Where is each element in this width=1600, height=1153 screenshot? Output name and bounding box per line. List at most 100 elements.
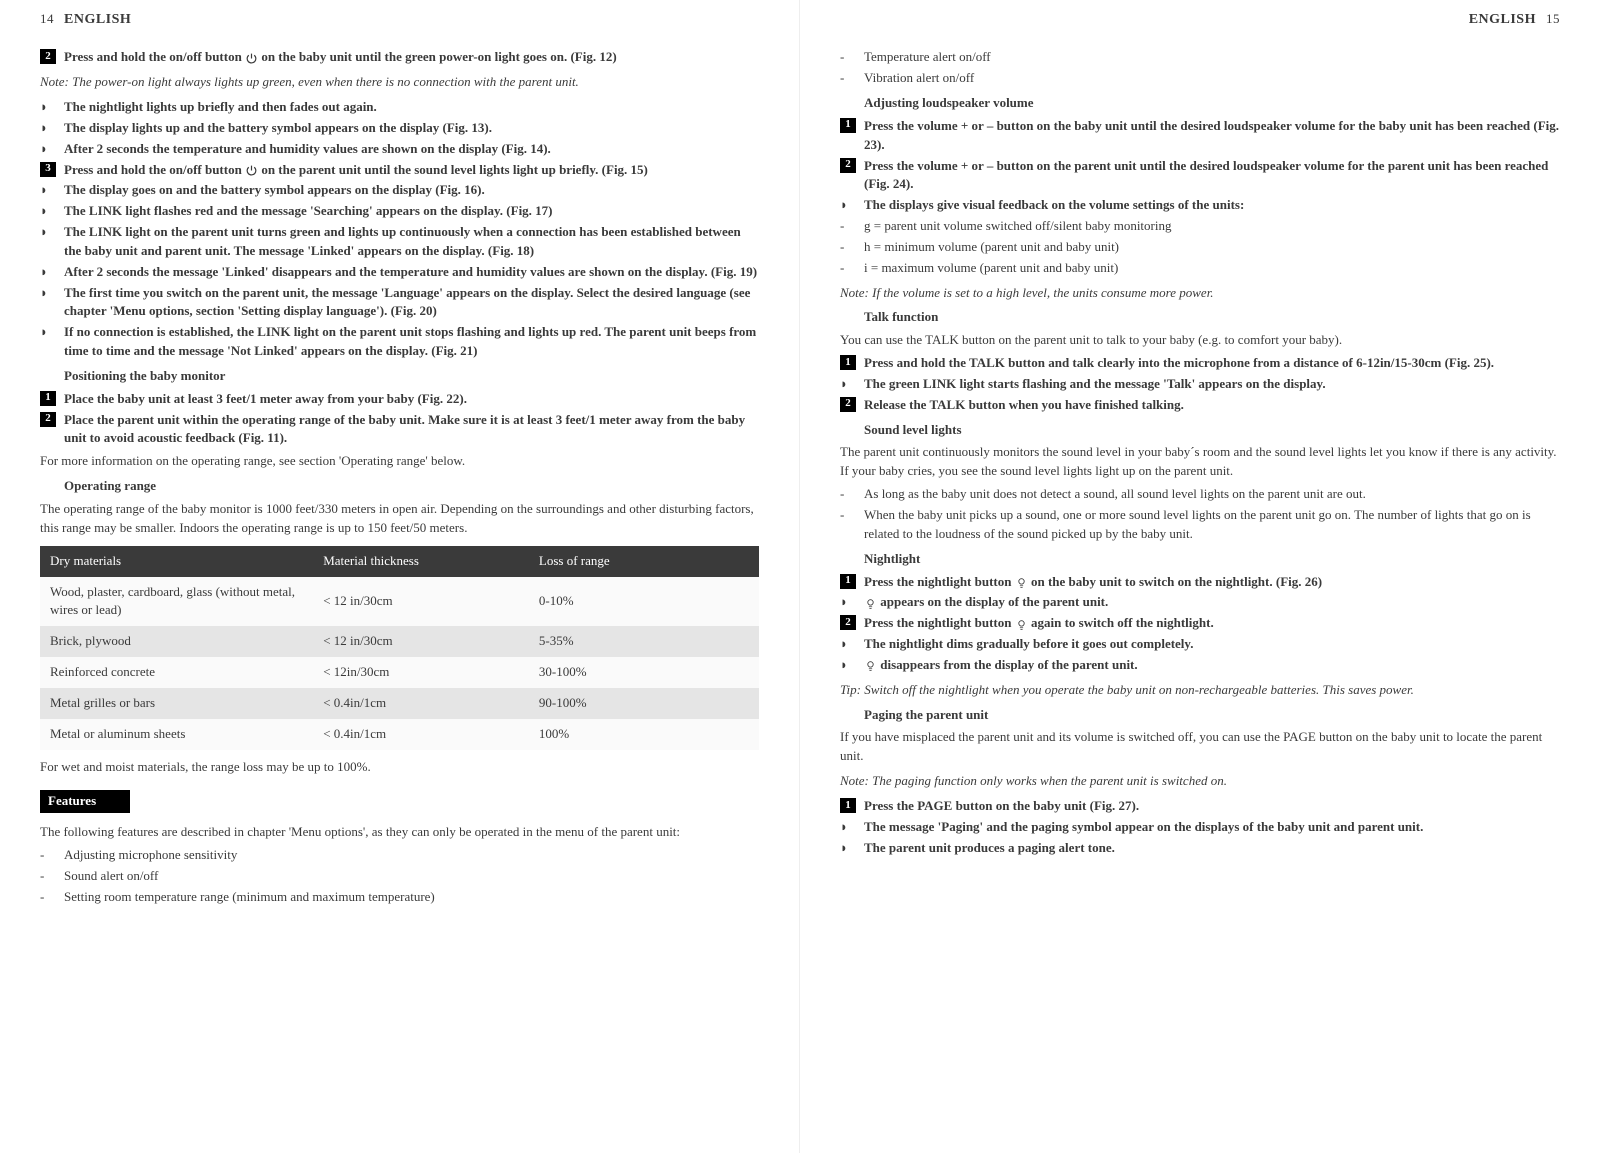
bullet-mark: ◗ [840, 593, 864, 612]
bullet-mark: ◗ [40, 140, 64, 159]
bullet-mark: ◗ [840, 839, 864, 858]
bullet-text: The first time you switch on the parent … [64, 284, 759, 322]
paragraph: If you have misplaced the parent unit an… [840, 728, 1560, 766]
bullet-mark: ◗ [840, 375, 864, 394]
paragraph: The parent unit continuously monitors th… [840, 443, 1560, 481]
bullet-mark: ◗ [40, 323, 64, 342]
table-cell: Brick, plywood [40, 626, 313, 657]
numbered-step: 2Press the volume + or – button on the p… [840, 157, 1560, 195]
numbered-step: 2 Release the TALK button when you have f… [840, 396, 1560, 415]
bullet-text: The green LINK light starts flashing and… [864, 375, 1560, 394]
table-cell: < 12in/30cm [313, 657, 529, 688]
dash-mark: - [40, 867, 64, 886]
right-content: -Temperature alert on/off-Vibration aler… [840, 48, 1560, 857]
table-cell: < 0.4in/1cm [313, 688, 529, 719]
step-text: Place the baby unit at least 3 feet/1 me… [64, 390, 759, 409]
dash-item: -Setting room temperature range (minimum… [40, 888, 759, 907]
dash-mark: - [840, 506, 864, 525]
bullet-text: The LINK light flashes red and the messa… [64, 202, 759, 221]
page-left: 14 ENGLISH 2Press and hold the on/off bu… [0, 0, 800, 1153]
page-num: 15 [1546, 10, 1560, 29]
dash-mark: - [40, 888, 64, 907]
bullet-text: appears on the display of the parent uni… [864, 593, 1560, 612]
page-right: ENGLISH 15 -Temperature alert on/off-Vib… [800, 0, 1600, 1153]
dash-item: -Sound alert on/off [40, 867, 759, 886]
bullet-item: ◗The green LINK light starts flashing an… [840, 375, 1560, 394]
bullet-item: ◗The message 'Paging' and the paging sym… [840, 818, 1560, 837]
section-heading: Nightlight [864, 550, 1560, 569]
step-number: 2 [40, 49, 56, 64]
numbered-step: 3Press and hold the on/off button on the… [40, 161, 759, 180]
bullet-mark: ◗ [40, 181, 64, 200]
paragraph: The following features are described in … [40, 823, 759, 842]
paragraph: You can use the TALK button on the paren… [840, 331, 1560, 350]
bullet-mark: ◗ [40, 202, 64, 221]
step-text: Release the TALK button when you have fi… [864, 396, 1560, 415]
section-bar: Features [40, 790, 130, 813]
dash-text: h = minimum volume (parent unit and baby… [864, 238, 1560, 257]
power-icon [245, 164, 258, 177]
table-header: Loss of range [529, 546, 759, 577]
step-text: Press and hold the on/off button on the … [64, 48, 759, 67]
dash-mark: - [840, 48, 864, 67]
dash-text: Setting room temperature range (minimum … [64, 888, 759, 907]
bullet-text: The nightlight lights up briefly and the… [64, 98, 759, 117]
bullet-mark: ◗ [840, 196, 864, 215]
section-heading: Adjusting loudspeaker volume [864, 94, 1560, 113]
paragraph: For more information on the operating ra… [40, 452, 759, 471]
section-heading: Sound level lights [864, 421, 1560, 440]
bullet-item: ◗After 2 seconds the message 'Linked' di… [40, 263, 759, 282]
bullet-text: If no connection is established, the LIN… [64, 323, 759, 361]
step-text: Press and hold the on/off button on the … [64, 161, 759, 180]
table-cell: Wood, plaster, cardboard, glass (without… [40, 577, 313, 627]
table-cell: 0-10% [529, 577, 759, 627]
table-row: Metal grilles or bars< 0.4in/1cm90-100% [40, 688, 759, 719]
step-number: 1 [840, 355, 856, 370]
page-header-right: ENGLISH 15 [840, 10, 1560, 30]
page-num: 14 [40, 10, 54, 29]
dash-mark: - [840, 69, 864, 88]
bullet-item: ◗After 2 seconds the temperature and hum… [40, 140, 759, 159]
bullet-text: The message 'Paging' and the paging symb… [864, 818, 1560, 837]
table-row: Brick, plywood< 12 in/30cm5-35% [40, 626, 759, 657]
table-header: Material thickness [313, 546, 529, 577]
step-number: 2 [840, 158, 856, 173]
bullet-item: ◗ disappears from the display of the par… [840, 656, 1560, 675]
bullet-item: ◗The nightlight lights up briefly and th… [40, 98, 759, 117]
numbered-step: 2Press the nightlight button again to sw… [840, 614, 1560, 633]
numbered-step: 1Press the volume + or – button on the b… [840, 117, 1560, 155]
section-heading: Paging the parent unit [864, 706, 1560, 725]
note-text: Note: The power-on light always lights u… [40, 73, 759, 92]
left-after-table: For wet and moist materials, the range l… [40, 758, 759, 907]
bullet-text: The nightlight dims gradually before it … [864, 635, 1560, 654]
dash-mark: - [840, 259, 864, 278]
bullet-text: The parent unit produces a paging alert … [864, 839, 1560, 858]
dash-mark: - [840, 485, 864, 504]
table-cell: < 0.4in/1cm [313, 719, 529, 750]
bullet-item: ◗The LINK light on the parent unit turns… [40, 223, 759, 261]
step-number: 2 [840, 397, 856, 412]
bullet-text: After 2 seconds the temperature and humi… [64, 140, 759, 159]
numbered-step: 1Place the baby unit at least 3 feet/1 m… [40, 390, 759, 409]
bullet-mark: ◗ [40, 119, 64, 138]
step-text: Press the nightlight button again to swi… [864, 614, 1560, 633]
bullet-item: ◗The displays give visual feedback on th… [840, 196, 1560, 215]
bullet-item: ◗The display goes on and the battery sym… [40, 181, 759, 200]
table-cell: Reinforced concrete [40, 657, 313, 688]
bullet-mark: ◗ [40, 223, 64, 242]
bullet-mark: ◗ [840, 656, 864, 675]
note-text: Tip: Switch off the nightlight when you … [840, 681, 1560, 700]
bullet-item: ◗The LINK light flashes red and the mess… [40, 202, 759, 221]
nightlight-icon [1015, 618, 1028, 631]
step-text: Press the volume + or – button on the ba… [864, 117, 1560, 155]
dash-text: When the baby unit picks up a sound, one… [864, 506, 1560, 544]
paragraph: For wet and moist materials, the range l… [40, 758, 759, 777]
dash-item: -g = parent unit volume switched off/sil… [840, 217, 1560, 236]
nightlight-icon [864, 659, 877, 672]
dash-text: Temperature alert on/off [864, 48, 1560, 67]
bullet-text: The display goes on and the battery symb… [64, 181, 759, 200]
table-cell: Metal or aluminum sheets [40, 719, 313, 750]
dash-mark: - [840, 217, 864, 236]
bullet-text: disappears from the display of the paren… [864, 656, 1560, 675]
bullet-item: ◗The display lights up and the battery s… [40, 119, 759, 138]
